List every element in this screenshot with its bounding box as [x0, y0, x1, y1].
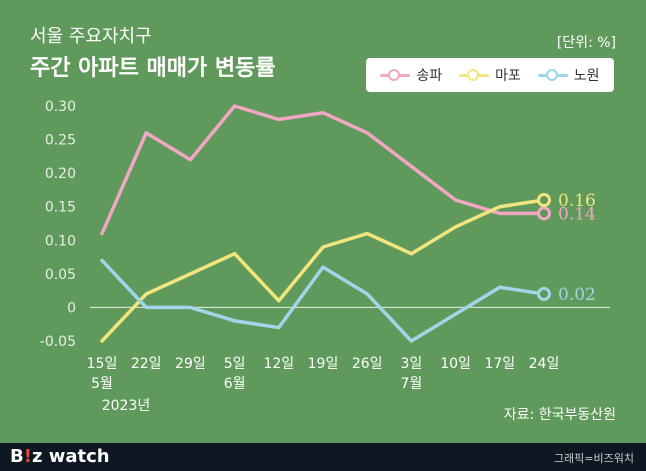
legend-swatch-mapo [459, 69, 490, 81]
x-year-label: 2023년 [102, 398, 151, 414]
legend-item-mapo: 마포 [459, 65, 521, 85]
brand-logo: B!z watch [10, 446, 110, 467]
y-tick-label: 0.10 [45, 233, 76, 249]
unit-label: [단위: %] [556, 35, 616, 51]
x-month-label: 6월 [224, 376, 246, 392]
legend-swatch-songpa [380, 69, 411, 81]
x-tick-label: 24일 [529, 356, 560, 372]
footer-bar: B!z watch 그래픽=비즈워치 [0, 443, 646, 471]
x-tick-label: 17일 [484, 356, 515, 372]
x-tick-label: 26일 [352, 356, 383, 372]
legend-label-nowon: 노원 [573, 68, 600, 84]
graphic-credit: 그래픽=비즈워치 [553, 452, 634, 465]
series-line-1 [100, 198, 546, 343]
series-end-point-2 [537, 287, 551, 301]
series-end-label-0: 0.14 [558, 204, 596, 224]
legend-label-songpa: 송파 [416, 68, 443, 84]
y-tick-label: 0.15 [45, 200, 76, 216]
x-month-label: 5월 [91, 376, 113, 392]
series-end-point-1 [537, 193, 551, 207]
source-label: 자료: 한국부동산원 [503, 407, 616, 423]
series-line-2 [100, 258, 546, 343]
x-tick-label: 5일 [224, 356, 246, 372]
y-tick-label: 0 [67, 300, 76, 316]
chart-title-line1: 서울 주요자치구 [30, 26, 152, 47]
y-tick-label: 0.20 [45, 166, 76, 182]
x-tick-label: 12일 [263, 356, 294, 372]
series-line-0 [100, 104, 546, 236]
y-tick-label: 0.05 [45, 267, 76, 283]
legend: 송파 마포 노원 [366, 58, 614, 92]
x-month-label: 7월 [401, 376, 423, 392]
legend-item-nowon: 노원 [537, 65, 600, 85]
x-tick-label: 10일 [440, 356, 471, 372]
x-tick-label: 3일 [401, 356, 423, 372]
legend-item-songpa: 송파 [380, 65, 442, 85]
legend-swatch-nowon [537, 69, 568, 81]
series-end-point-0 [537, 206, 551, 221]
x-tick-label: 29일 [175, 356, 206, 372]
series-end-label-2: 0.02 [558, 285, 596, 305]
x-tick-label: 15일 [87, 356, 118, 372]
chart-title-line2: 주간 아파트 매매가 변동률 [30, 56, 276, 81]
x-tick-label: 19일 [308, 356, 339, 372]
line-chart: 0.30 0.25 0.20 0.15 0.10 0.05 0 -0.05 15일 5월 22일 29… [40, 99, 610, 414]
y-tick-label: 0.30 [45, 99, 76, 115]
y-tick-label: -0.05 [40, 334, 76, 350]
legend-label-mapo: 마포 [495, 68, 521, 84]
x-tick-label: 22일 [131, 356, 162, 372]
series-end-label-1: 0.16 [558, 191, 596, 211]
y-tick-label: 0.25 [45, 133, 76, 149]
